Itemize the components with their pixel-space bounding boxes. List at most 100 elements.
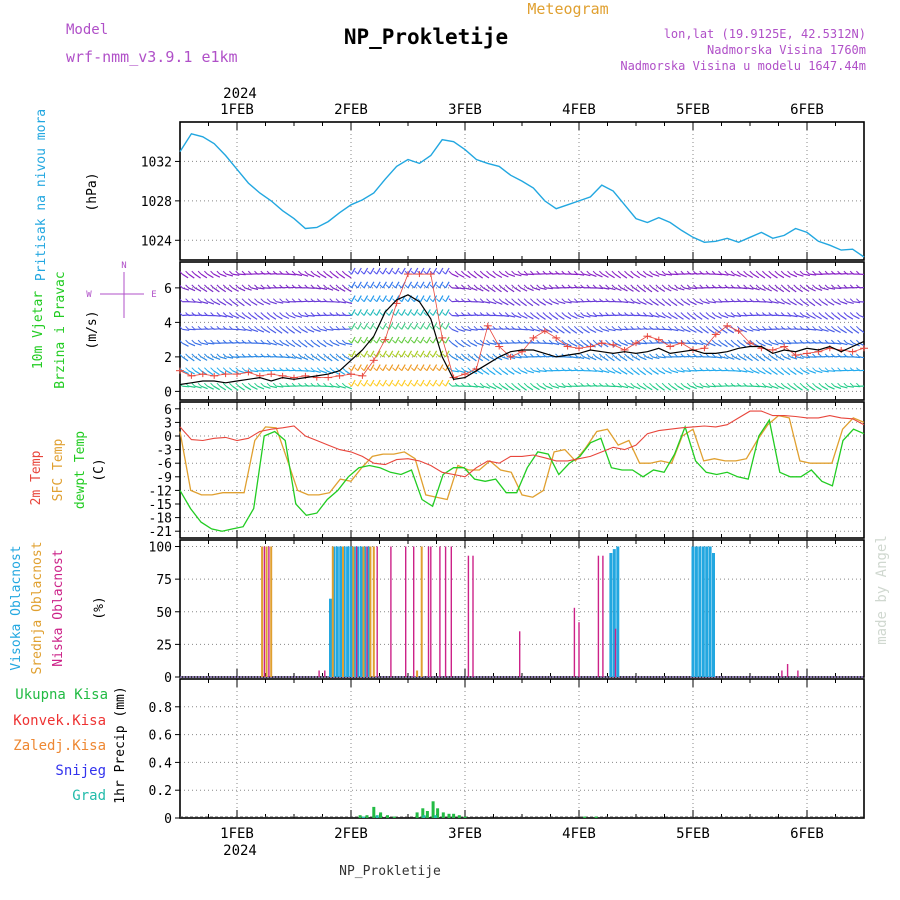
wind-barb-feather: [486, 339, 490, 344]
wind-barb-feather: [329, 284, 334, 289]
wind-barb: [727, 273, 735, 277]
wind-barb-feather: [216, 312, 221, 316]
wind-barb-feather: [843, 312, 848, 316]
wind-barb: [426, 267, 431, 275]
y-tick-label: 0: [164, 385, 172, 400]
wind-barb-feather: [254, 284, 258, 289]
wind-barb: [834, 342, 842, 345]
wind-barb-feather: [837, 298, 841, 303]
wind-barb-feather: [736, 325, 741, 330]
wind-barb: [451, 287, 459, 289]
wind-barb-feather: [316, 353, 321, 358]
wind-barb-feather: [743, 367, 747, 372]
wind-barb-feather: [624, 298, 628, 303]
wind-barb: [689, 385, 697, 390]
wind-barb-feather: [385, 298, 390, 303]
wind-barb-feather: [417, 325, 421, 330]
wind-barb-feather: [536, 325, 541, 330]
wind-barb: [476, 370, 484, 375]
wind-barb-feather: [699, 284, 704, 289]
wind-barb: [602, 356, 609, 362]
wind-barb: [558, 385, 566, 388]
wind-barb: [633, 370, 640, 376]
wind-barb-feather: [204, 270, 208, 275]
wind-barb-feather: [718, 298, 722, 303]
wind-barb-feather: [504, 284, 509, 289]
y-tick-label: 6: [164, 403, 172, 418]
wind-barb-feather: [486, 382, 490, 387]
wind-barb-feather: [824, 284, 829, 289]
wind-barb-feather: [229, 298, 233, 303]
wind-barb: [413, 281, 419, 289]
wind-barb-feather: [762, 325, 766, 330]
wind-barb: [777, 385, 785, 390]
wind-barb: [746, 370, 754, 374]
wind-barb-feather: [436, 270, 440, 275]
wind-barb: [777, 342, 785, 345]
low-cloud-bar: [573, 607, 576, 677]
wind-barb-feather: [780, 284, 785, 289]
wind-barb-feather: [655, 325, 660, 330]
wind-barb: [445, 379, 450, 387]
wind-barb: [652, 273, 660, 277]
wind-barb: [489, 273, 496, 279]
wind-barb: [363, 336, 369, 344]
wind-barb-feather: [856, 382, 860, 387]
wind-barb: [533, 370, 541, 373]
wind-barb-feather: [768, 353, 773, 358]
y-tick-label: -21: [149, 525, 172, 540]
wind-barb-feather: [649, 367, 653, 372]
wind-barb: [413, 309, 419, 316]
wind-barb: [464, 273, 471, 279]
wind-barb-feather: [555, 325, 559, 330]
wind-barb: [470, 328, 478, 331]
wind-barb-feather: [636, 284, 641, 289]
wind-barb: [551, 301, 559, 305]
wind-barb-feather: [743, 298, 747, 303]
panel-frame: [179, 678, 865, 819]
wind-barb-feather: [787, 339, 791, 344]
wind-barb: [188, 385, 196, 388]
wind-barb: [746, 328, 754, 332]
wind-barb: [708, 314, 716, 320]
wind-barb-feather: [624, 284, 628, 289]
wind-barb: [834, 315, 841, 320]
wind-barb: [345, 342, 353, 346]
gust-line: [179, 273, 865, 379]
wind-barb: [369, 309, 375, 316]
wind-barb-feather: [818, 298, 823, 303]
wind-barb: [608, 328, 616, 332]
wind-barb-feather: [229, 270, 233, 275]
wind-barb-feather: [799, 270, 804, 275]
wind-barb-feather: [693, 382, 697, 387]
wind-barb: [796, 385, 803, 391]
wind-barb: [520, 273, 528, 276]
wind-barb: [394, 364, 400, 371]
wind-barb-feather: [197, 312, 202, 316]
wind-barb-feather: [611, 353, 616, 358]
wind-barb: [696, 385, 704, 389]
wind-barb: [219, 356, 227, 360]
high-cloud-bar: [342, 546, 346, 677]
wind-barb-feather: [693, 312, 697, 316]
wind-barb: [671, 287, 679, 292]
wind-barb-feather: [674, 325, 678, 330]
wind-barb-feather: [222, 367, 227, 372]
wind-barb: [388, 336, 394, 344]
mid-cloud-bar: [265, 546, 268, 677]
wind-barb-feather: [341, 325, 346, 330]
wind-barb-feather: [831, 382, 835, 387]
wind-barb-feather: [517, 325, 522, 330]
wind-barb-feather: [473, 339, 478, 344]
wind-barb-feather: [642, 382, 647, 387]
wind-barb-feather: [511, 339, 515, 344]
wind-barb-feather: [222, 353, 227, 358]
wind-barb-feather: [436, 325, 440, 330]
wind-barb-feather: [304, 367, 309, 372]
wind-barb: [570, 342, 578, 347]
wind-barb: [219, 385, 227, 391]
wind-barb: [595, 273, 603, 278]
wind-barb: [426, 364, 431, 371]
wind-barb-feather: [542, 339, 547, 344]
